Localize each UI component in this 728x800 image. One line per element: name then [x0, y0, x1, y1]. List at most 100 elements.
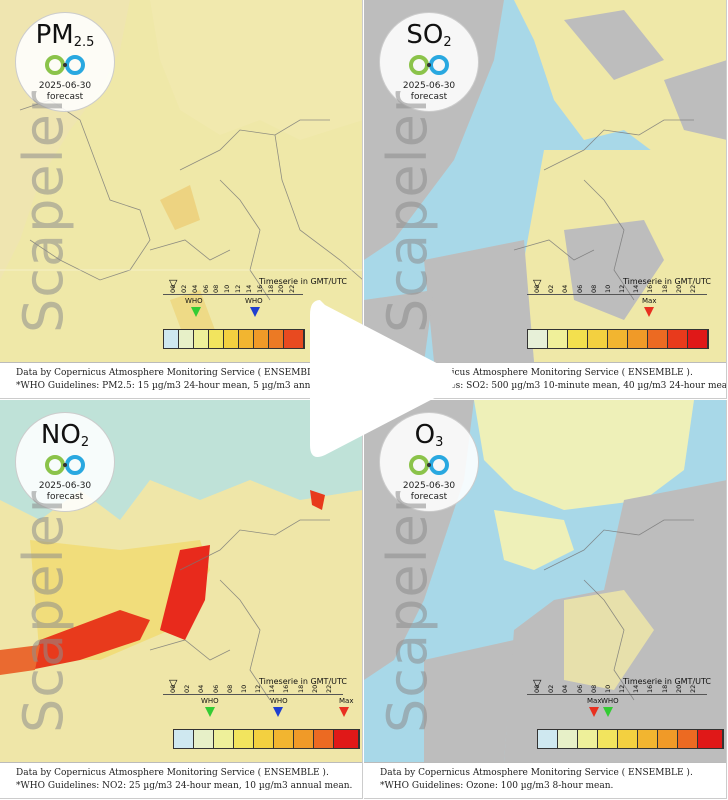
- who-guidelines: *WHO Guidelines: SO2: 500 µg/m3 10-minut…: [380, 381, 727, 391]
- watermark: Scapeler: [11, 90, 75, 333]
- hour-tick: 00: [169, 684, 177, 693]
- watermark: Scapeler: [11, 490, 75, 733]
- hour-tick: 16: [255, 284, 264, 293]
- pollutant-name: NO2: [40, 420, 90, 450]
- hour-tick: 14: [244, 284, 253, 293]
- max-marker: [589, 707, 599, 717]
- color-scale: [173, 729, 360, 749]
- hour-tick: 10: [239, 684, 248, 693]
- pollutant-badge: O3 2025-06-30 forecast: [379, 412, 479, 512]
- forecast-date: 2025-06-30: [38, 81, 92, 91]
- pollutant-badge: SO2 2025-06-30 forecast: [379, 12, 479, 112]
- time-arrow-icon: ▽: [169, 277, 178, 290]
- hour-tick: 14: [632, 684, 641, 693]
- hour-tick: 16: [282, 684, 291, 693]
- hour-tick: 10: [223, 284, 232, 293]
- pollutant-badge: PM2.5 2025-06-30 forecast: [15, 12, 115, 112]
- who-marker: [250, 307, 260, 317]
- color-scale: [527, 329, 709, 349]
- forecast-label: forecast: [46, 492, 84, 502]
- hour-tick: 10: [603, 684, 612, 693]
- legend-o3: ▽ Max WHO 60 80 100 120 140 160 00020406…: [527, 677, 724, 770]
- scapeler-logo-icon: [409, 55, 449, 75]
- hour-tick: 22: [688, 684, 697, 693]
- hour-tick: 04: [561, 684, 570, 693]
- who-guidelines: *WHO Guidelines: PM2.5: 15 µg/m3 24-hour…: [16, 381, 356, 391]
- panel-o3: O3 2025-06-30 forecast Scapeler Timeseri…: [364, 400, 727, 799]
- hour-tick: 18: [266, 284, 275, 293]
- hour-tick: 06: [575, 284, 584, 293]
- hour-tick: 20: [310, 684, 319, 693]
- max-marker: [644, 307, 654, 317]
- time-arrow-icon: ▽: [533, 677, 542, 690]
- who-guidelines: *WHO Guidelines: Ozone: 100 µg/m3 8-hour…: [380, 781, 614, 791]
- hour-tick: 12: [618, 684, 626, 693]
- time-arrow-icon: ▽: [169, 677, 178, 690]
- watermark: Scapeler: [375, 490, 439, 733]
- pollutant-name: PM2.5: [35, 20, 95, 50]
- hour-tick: 02: [179, 284, 188, 293]
- hour-tick: 20: [277, 284, 286, 293]
- attribution: Data by Copernicus Atmosphere Monitoring…: [380, 768, 693, 778]
- panel-pm25: PM2.5 2025-06-30 forecast Scapeler Times…: [0, 0, 363, 399]
- hour-tick: 16: [646, 284, 655, 293]
- hour-tick: 00: [533, 684, 541, 693]
- color-scale: [163, 329, 305, 349]
- legend-so2: ▽ Max 0 5 10 15 20 25 30 35 000204060810…: [527, 277, 722, 370]
- hour-tick: 12: [254, 684, 262, 693]
- hour-tick: 00: [169, 284, 177, 293]
- legend-pm25: ▽ WHO WHO 0 5 10 15 20 00020406081012141…: [163, 277, 358, 370]
- max-label: Max: [339, 697, 354, 705]
- forecast-date: 2025-06-30: [402, 481, 456, 491]
- forecast-label: forecast: [46, 92, 84, 102]
- hour-tick: 22: [324, 684, 333, 693]
- hour-tick: 02: [547, 284, 556, 293]
- play-icon[interactable]: [300, 290, 460, 470]
- time-arrow-icon: ▽: [533, 277, 542, 290]
- who-label: WHO: [270, 697, 288, 705]
- pollutant-badge: NO2 2025-06-30 forecast: [15, 412, 115, 512]
- hour-tick: 04: [561, 284, 570, 293]
- pollutant-name: O3: [414, 420, 444, 450]
- scapeler-logo-icon: [45, 455, 85, 475]
- max-marker: [339, 707, 349, 717]
- hour-tick: 02: [547, 684, 556, 693]
- hour-tick: 16: [646, 684, 655, 693]
- footer: Data by Copernicus Atmosphere Monitoring…: [0, 362, 362, 398]
- hour-tick: 06: [575, 684, 584, 693]
- legend-no2: ▽ WHO WHO Max 0 10 20 30 40 000204060810…: [163, 677, 360, 770]
- who-marker: [273, 707, 283, 717]
- hour-tick: 08: [225, 684, 234, 693]
- hour-tick: 18: [660, 284, 669, 293]
- hour-tick: 14: [268, 684, 277, 693]
- color-scale: [537, 729, 724, 749]
- hour-tick: 14: [632, 284, 641, 293]
- forecast-label: forecast: [410, 92, 448, 102]
- scapeler-logo-icon: [45, 55, 85, 75]
- hour-tick: 08: [212, 284, 221, 293]
- footer: Data by Copernicus Atmosphere Monitoring…: [0, 762, 362, 798]
- hour-tick: 12: [618, 284, 626, 293]
- hour-tick: 02: [183, 684, 192, 693]
- hour-tick: 00: [533, 284, 541, 293]
- forecast-label: forecast: [410, 492, 448, 502]
- hour-tick: 18: [296, 684, 305, 693]
- panel-no2: NO2 2025-06-30 forecast Scapeler Timeser…: [0, 400, 363, 799]
- attribution: Data by Copernicus Atmosphere Monitoring…: [16, 368, 329, 378]
- hour-tick: 18: [660, 684, 669, 693]
- attribution: Data by Copernicus Atmosphere Monitoring…: [380, 368, 693, 378]
- hour-tick: 10: [603, 284, 612, 293]
- hour-tick: 06: [211, 684, 220, 693]
- timeserie-label: Timeserie in GMT/UTC: [622, 677, 711, 686]
- who-label: WHO: [245, 297, 263, 305]
- hour-tick: 20: [674, 284, 683, 293]
- hour-tick: 06: [201, 284, 210, 293]
- pollutant-name: SO2: [406, 20, 452, 50]
- panel-so2: SO2 2025-06-30 forecast Scapeler Timeser…: [364, 0, 727, 399]
- who-marker: [603, 707, 613, 717]
- timeserie-label: Timeserie in GMT/UTC: [258, 277, 347, 286]
- footer: Data by Copernicus Atmosphere Monitoring…: [364, 762, 726, 798]
- hour-tick: 20: [674, 684, 683, 693]
- timeserie-label: Timeserie in GMT/UTC: [622, 277, 711, 286]
- who-marker: [205, 707, 215, 717]
